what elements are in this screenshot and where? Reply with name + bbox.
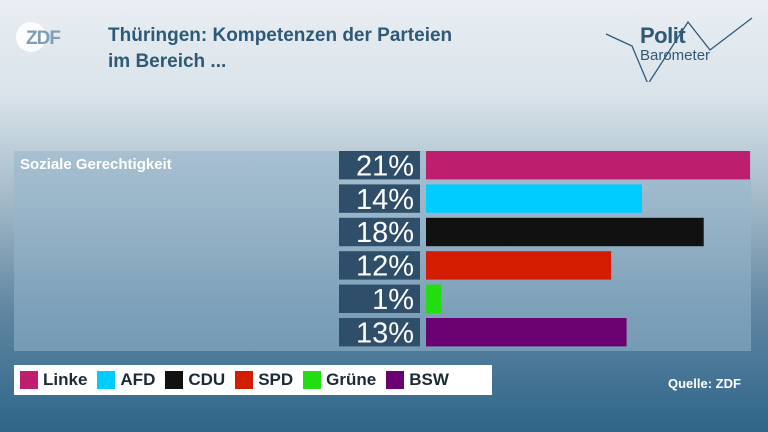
politbarometer-logo	[605, 17, 753, 82]
value-label-bg-cdu	[339, 217, 420, 247]
legend-item-cdu: CDU	[165, 370, 225, 390]
value-label-grüne: 1%	[372, 284, 414, 316]
legend-swatch	[97, 371, 116, 389]
legend-item-afd: AFD	[97, 370, 155, 390]
legend-label: Linke	[43, 370, 88, 389]
legend-item-grüne: Grüne	[303, 370, 376, 390]
bar-spd	[426, 251, 612, 280]
legend-item-bsw: BSW	[386, 370, 449, 390]
legend-item-spd: SPD	[235, 370, 293, 390]
value-label-afd: 14%	[356, 184, 414, 216]
value-label-linke: 21%	[356, 150, 414, 182]
bar-grüne	[426, 284, 442, 313]
bar-afd	[426, 184, 642, 213]
title-line-2: im Bereich ...	[108, 51, 227, 72]
legend-label: BSW	[409, 370, 449, 389]
bar-bsw	[426, 318, 627, 347]
value-label-bsw: 13%	[356, 317, 414, 349]
legend-swatch	[20, 371, 38, 389]
value-label-spd: 12%	[356, 251, 414, 283]
legend-label: Grüne	[326, 370, 377, 389]
legend-swatch	[303, 371, 322, 389]
zdf-logo-text: ZDF	[26, 28, 60, 49]
value-label-bg-linke	[339, 151, 420, 180]
legend: Linke AFD CDU SPD Grüne BSW	[14, 365, 492, 395]
zdf-logo: ZDF	[16, 22, 61, 52]
bar-linke	[426, 151, 750, 180]
brand-line-1: Polit	[640, 23, 686, 48]
value-label-bg-grüne	[339, 284, 420, 313]
legend-label: CDU	[188, 370, 226, 389]
value-label-bg-bsw	[339, 318, 420, 347]
bar-cdu	[426, 217, 704, 247]
legend-label: SPD	[258, 370, 294, 389]
value-label-cdu: 18%	[356, 217, 414, 249]
value-label-bg-afd	[339, 184, 420, 213]
chart-panel	[14, 151, 751, 351]
legend-swatch	[165, 371, 184, 389]
brand-line-2: Barometer	[640, 47, 711, 64]
category-label: Soziale Gerechtigkeit	[20, 156, 172, 173]
legend-label: AFD	[120, 370, 156, 389]
legend-swatch	[386, 371, 405, 389]
page-title: Thüringen: Kompetenzen der Parteien im B…	[108, 23, 538, 75]
source-note: Quelle: ZDF	[668, 376, 741, 391]
legend-swatch	[235, 371, 254, 389]
legend-item-linke: Linke	[20, 370, 87, 390]
value-label-bg-spd	[339, 251, 420, 280]
title-line-1: Thüringen: Kompetenzen der Parteien	[108, 25, 453, 46]
